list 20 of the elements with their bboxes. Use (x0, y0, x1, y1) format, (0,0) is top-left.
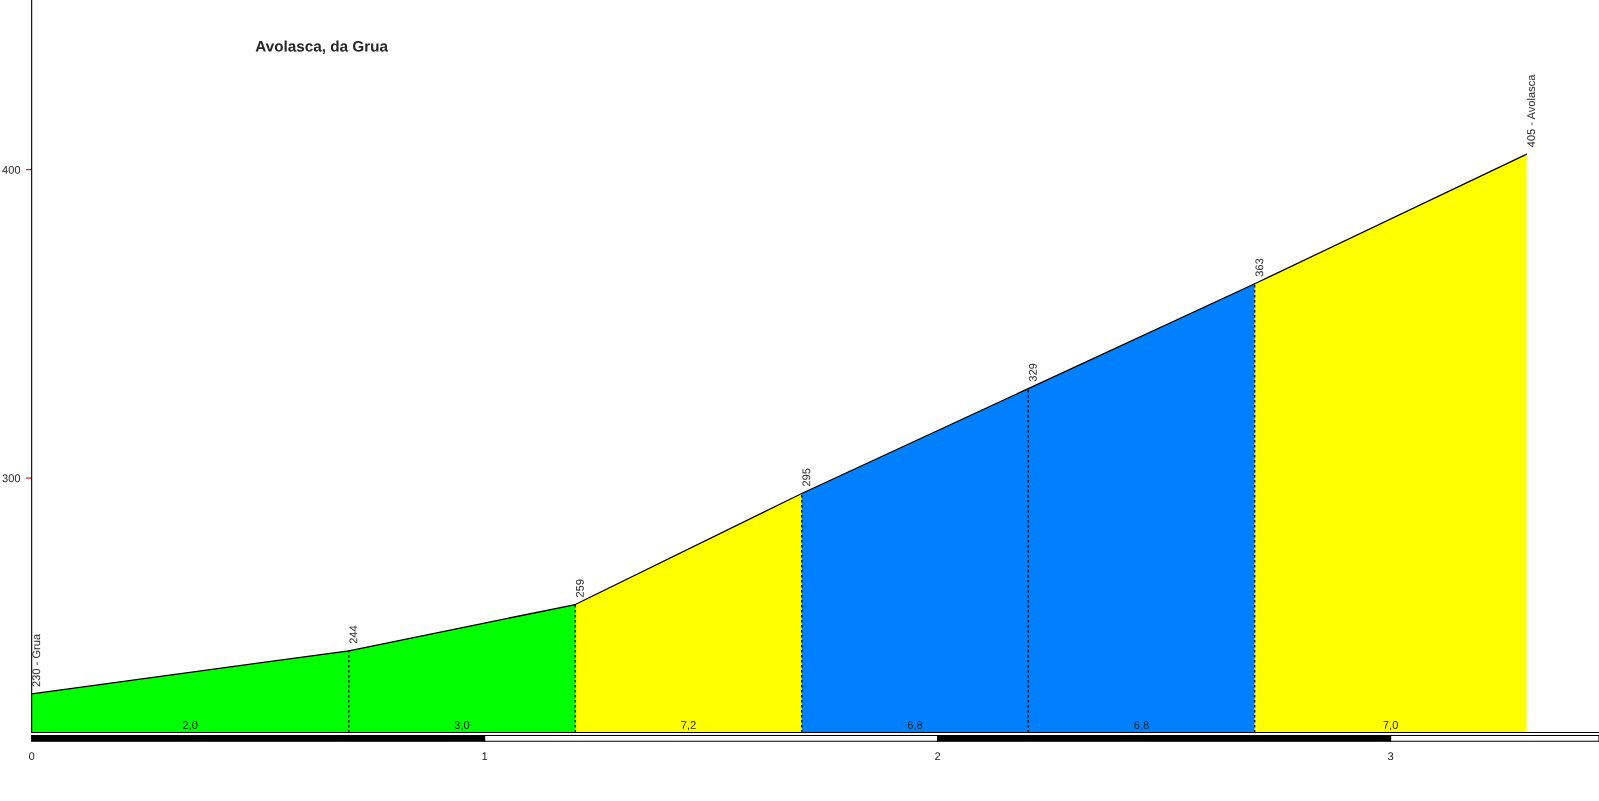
text: Avolasca, da Grua (255, 40, 389, 54)
x-tick-label: 1 (482, 752, 488, 761)
annotation: 6,8 (907, 721, 923, 731)
x-tick-label: 2 (935, 752, 941, 761)
y-tick-label: 300 (2, 474, 21, 483)
annotation: 7,2 (681, 721, 696, 731)
annotation: 6,8 (1134, 721, 1149, 731)
annotation: 405 - Avolasca (1526, 74, 1536, 148)
y-tick-label: 400 (2, 165, 21, 174)
annotation: 329 (1028, 363, 1037, 382)
annotation: 3,0 (454, 721, 470, 731)
annotation: 363 (1255, 258, 1264, 277)
x-tick-label: 3 (1387, 752, 1394, 761)
annotation: 230 - Grua (32, 633, 41, 687)
annotation: 2,0 (183, 721, 198, 731)
annotation: 244 (349, 625, 358, 644)
x-tick-label: 0 (29, 752, 35, 761)
annotation: 7,0 (1383, 721, 1398, 731)
annotation: 259 (575, 579, 584, 598)
annotation: 295 (802, 468, 811, 486)
